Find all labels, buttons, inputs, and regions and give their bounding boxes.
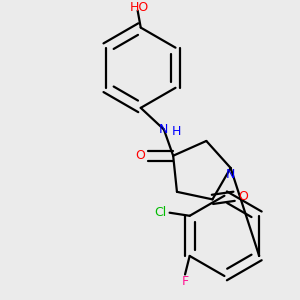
- Text: HO: HO: [130, 1, 149, 14]
- Text: N: N: [159, 123, 169, 136]
- Text: F: F: [182, 275, 189, 288]
- Text: Cl: Cl: [154, 206, 167, 219]
- Text: O: O: [135, 149, 145, 162]
- Text: N: N: [226, 168, 235, 181]
- Text: H: H: [172, 124, 181, 137]
- Text: O: O: [238, 190, 248, 203]
